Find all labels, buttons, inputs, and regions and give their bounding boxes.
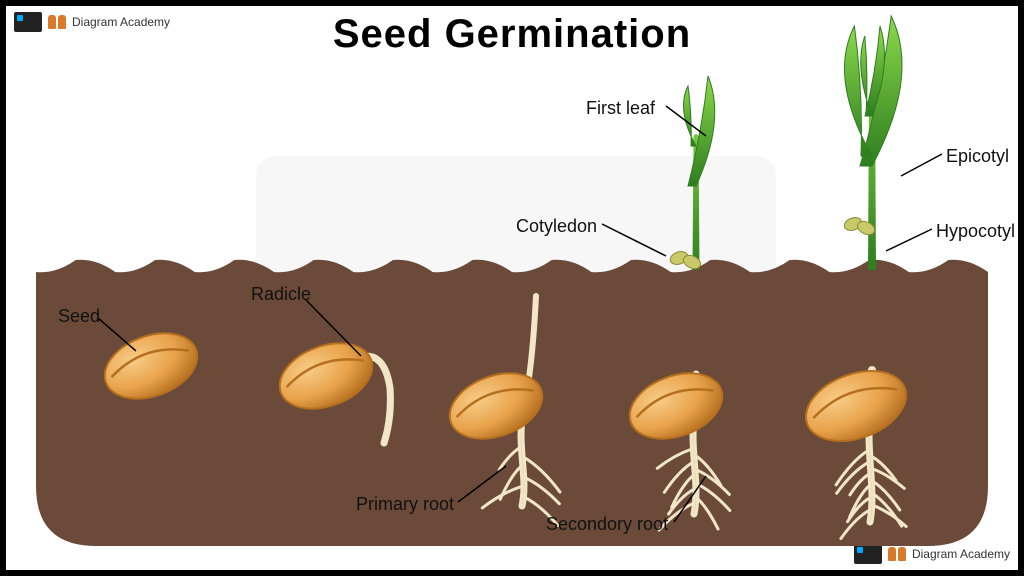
diagram-label: Primary root — [356, 494, 454, 515]
diagram-label: Hypocotyl — [936, 221, 1015, 242]
diagram-label: Epicotyl — [946, 146, 1009, 167]
diagram-label: Cotyledon — [516, 216, 597, 237]
diagram-label: First leaf — [586, 98, 655, 119]
diagram-label: Secondory root — [546, 514, 668, 535]
diagram-label: Seed — [58, 306, 100, 327]
diagram-label: Radicle — [251, 284, 311, 305]
diagram-svg — [6, 6, 1018, 570]
diagram-canvas: Diagram Academy Diagram Academy Seed Ger… — [6, 6, 1018, 570]
outer-frame: Diagram Academy Diagram Academy Seed Ger… — [0, 0, 1024, 576]
